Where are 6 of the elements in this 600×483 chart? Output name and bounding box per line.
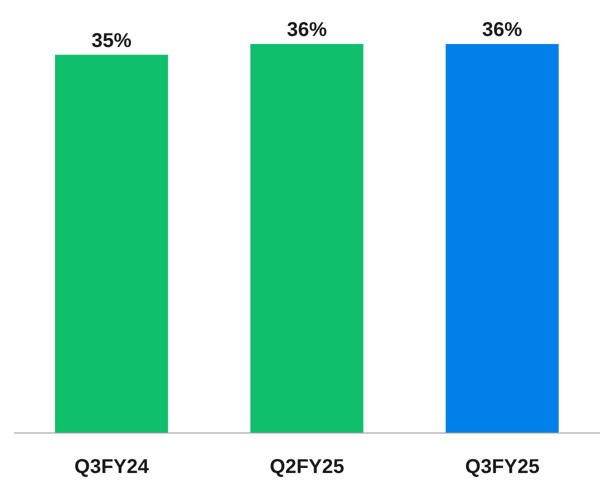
x-tick-label: Q3FY25: [465, 456, 540, 478]
data-label: 36%: [482, 19, 522, 41]
data-label: 35%: [92, 30, 132, 52]
data-label: 36%: [286, 19, 328, 41]
x-tick-label: Q3FY24: [74, 456, 150, 478]
x-tick-label: Q2FY25: [270, 456, 344, 478]
